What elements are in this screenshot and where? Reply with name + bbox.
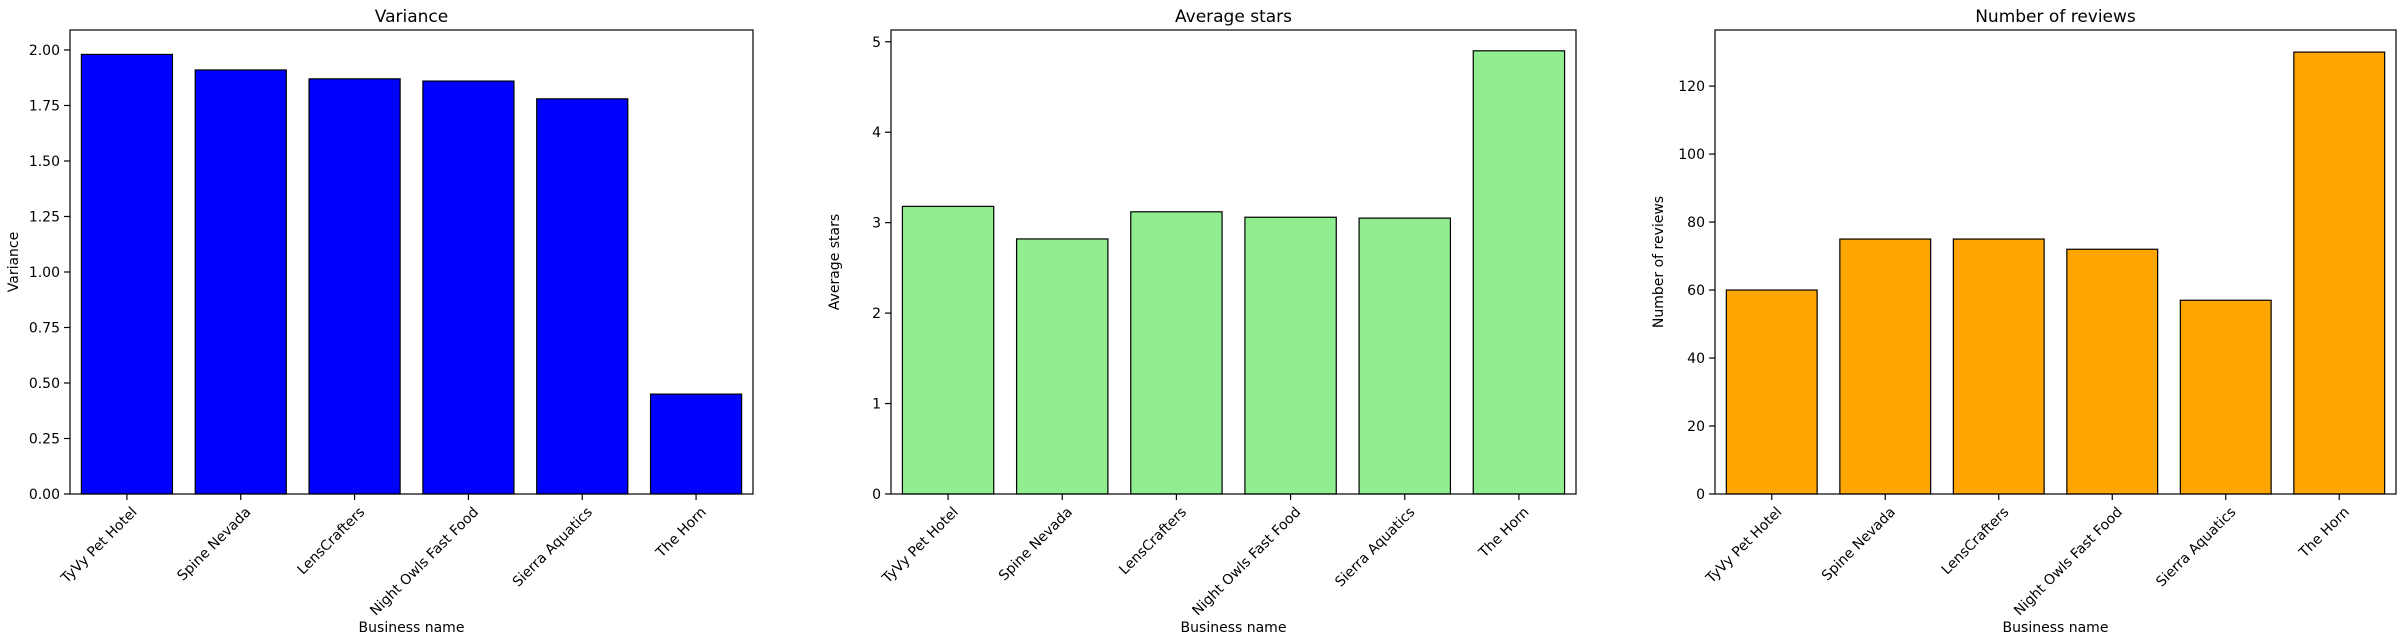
bar-0: [80, 53, 174, 495]
average-stars-chart: 0 1 2 3 4 5 TyVy Pet Hotel Spine Nevada LensCraf…: [827, 7, 1577, 636]
y-tick-label: 3: [872, 216, 881, 232]
y-axis-label: Number of reviews: [1651, 196, 1667, 328]
bar-3: [1244, 216, 1337, 495]
chart-title: Variance: [375, 7, 448, 27]
bar-0: [1725, 289, 1818, 495]
bar-5: [1472, 50, 1566, 495]
bar-3: [2066, 248, 2159, 495]
bar-2: [1130, 211, 1223, 495]
x-tick-label: TyVy Pet Hotel: [879, 504, 962, 587]
y-tick-label: 0.00: [29, 487, 60, 503]
bar-1: [1015, 238, 1109, 495]
y-tick-label: 1: [872, 397, 881, 413]
plot-frame: [69, 29, 754, 495]
bar-4: [536, 98, 629, 495]
y-tick-label: 1.00: [29, 265, 60, 281]
y-axis-label: Variance: [6, 232, 22, 292]
y-tick-label: 0.25: [29, 431, 60, 447]
y-tick-label: 2.00: [29, 43, 60, 59]
y-tick-label: 5: [872, 35, 881, 51]
y-tick-label: 20: [1687, 419, 1705, 435]
y-tick-label: 120: [1678, 79, 1705, 95]
x-tick-label: Sierra Aquatics: [2153, 504, 2239, 590]
y-tick-label: 1.50: [29, 154, 60, 170]
bar-4: [1358, 217, 1452, 495]
x-tick-label: Night Owls Fast Food: [367, 504, 482, 619]
y-tick-label: 80: [1687, 215, 1705, 231]
y-tick-label: 1.75: [29, 98, 60, 114]
x-tick-label: LensCrafters: [1116, 504, 1190, 578]
y-tick-label: 60: [1687, 283, 1705, 299]
x-tick-label: TyVy Pet Hotel: [1702, 504, 1785, 587]
x-tick-label: The Horn: [1475, 504, 1532, 561]
bar-0: [901, 205, 995, 495]
x-axis-label: Business name: [2003, 620, 2109, 636]
y-tick-label: 0: [1696, 487, 1705, 503]
chart-title: Average stars: [1175, 7, 1292, 27]
x-tick-label: Spine Nevada: [174, 504, 254, 584]
bar-3: [422, 80, 515, 495]
x-tick-label: Sierra Aquatics: [1332, 504, 1418, 590]
bar-2: [308, 78, 401, 495]
y-tick-label: 0.75: [29, 320, 60, 336]
y-tick-label: 2: [872, 306, 881, 322]
chart-title: Number of reviews: [1975, 7, 2136, 27]
x-tick-label: Night Owls Fast Food: [1189, 504, 1304, 619]
y-tick-label: 0: [872, 487, 881, 503]
x-tick-label: Sierra Aquatics: [510, 504, 596, 590]
x-axis-label: Business name: [359, 620, 465, 636]
bar-1: [194, 69, 287, 495]
y-tick-label: 40: [1687, 351, 1705, 367]
x-axis-label: Business name: [1181, 620, 1287, 636]
x-tick-label: The Horn: [652, 504, 709, 561]
plot-frame: [1714, 29, 2397, 495]
bar-2: [1952, 238, 2045, 495]
x-tick-label: Spine Nevada: [1819, 504, 1899, 584]
y-tick-label: 100: [1678, 147, 1705, 163]
x-tick-label: LensCrafters: [294, 504, 368, 578]
y-tick-label: 4: [872, 125, 881, 141]
variance-chart: 0.00 0.25 0.50 0.75 1.00 1.25 1.50 1.75 2.00 TyVy…: [6, 7, 754, 636]
bar-4: [2179, 299, 2272, 495]
x-tick-label: TyVy Pet Hotel: [58, 504, 141, 587]
number-of-reviews-chart: 0 20 40 60 80 100 120 TyVy Pet Hotel Spine Nevad…: [1651, 7, 2397, 636]
plot-frame: [890, 29, 1577, 495]
y-tick-label: 1.25: [29, 209, 60, 225]
x-tick-label: Spine Nevada: [996, 504, 1076, 584]
bar-1: [1839, 238, 1932, 495]
x-tick-label: Night Owls Fast Food: [2011, 504, 2126, 619]
bar-5: [2293, 51, 2386, 495]
x-tick-label: The Horn: [2296, 504, 2353, 561]
y-tick-label: 0.50: [29, 376, 60, 392]
y-axis-label: Average stars: [827, 214, 843, 310]
bar-5: [649, 393, 743, 495]
x-tick-label: LensCrafters: [1939, 504, 2013, 578]
